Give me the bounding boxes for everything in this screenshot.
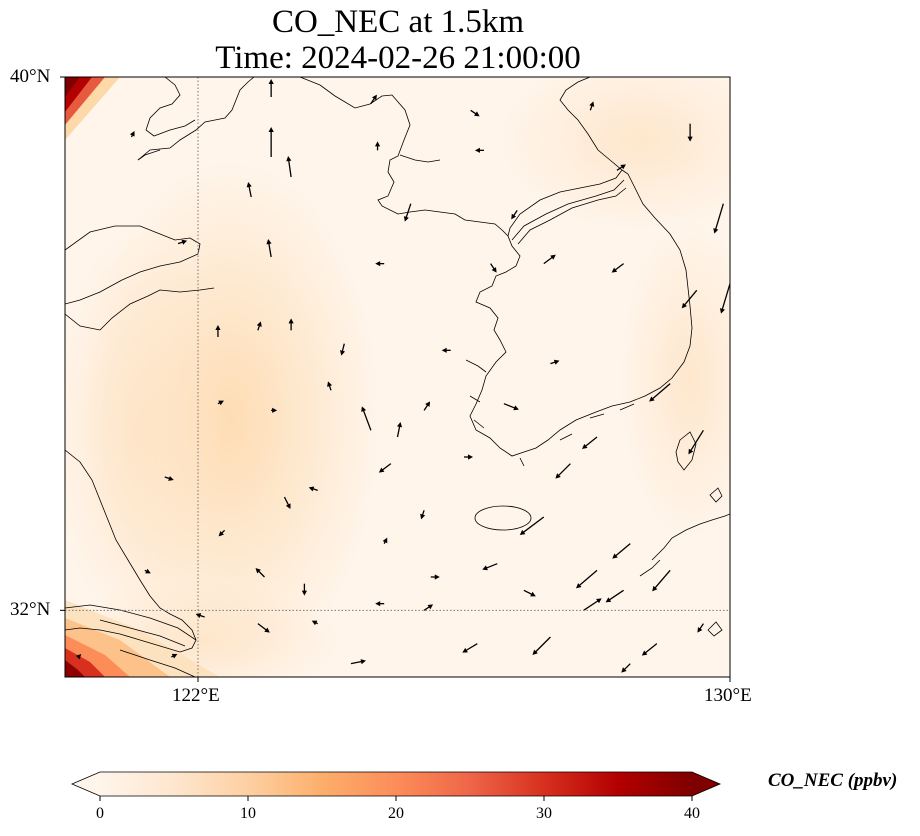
wind-arrow: [611, 263, 624, 273]
wind-arrow: [490, 263, 497, 273]
wind-arrow: [441, 347, 451, 353]
coastlines: [65, 77, 730, 677]
colorbar-tick-label: 10: [240, 805, 256, 822]
wind-arrow: [361, 406, 372, 431]
wind-vectors: [75, 77, 730, 673]
wind-arrow: [550, 359, 560, 365]
wind-arrow: [370, 94, 377, 105]
wind-arrow: [430, 574, 440, 580]
wind-arrow: [178, 77, 180, 78]
wind-arrow: [301, 583, 307, 596]
wind-arrow: [474, 147, 484, 153]
wind-arrow: [464, 454, 473, 460]
wind-arrow: [215, 325, 221, 337]
wind-arrow: [91, 77, 93, 78]
wind-arrow: [687, 123, 693, 142]
wind-arrow: [350, 659, 366, 665]
wind-arrow: [532, 636, 551, 655]
gridlines: [65, 77, 730, 677]
wind-arrow: [255, 568, 265, 578]
wind-arrow: [268, 127, 274, 157]
wind-arrow: [462, 643, 478, 653]
colorbar-tick-label: 40: [684, 805, 700, 822]
map-time-subtitle: Time: 2024-02-26 21:00:00: [215, 40, 581, 76]
wind-arrow: [470, 109, 480, 117]
wind-arrow: [195, 613, 205, 619]
wind-arrow: [621, 663, 631, 673]
wind-arrow: [374, 141, 381, 151]
wind-arrow: [283, 496, 291, 509]
wind-arrow: [129, 131, 135, 138]
wind-arrow: [582, 436, 598, 449]
wind-arrow: [652, 569, 671, 592]
wind-arrow: [375, 261, 385, 267]
colorbar-title: CO_NEC (ppbv): [768, 770, 898, 791]
wind-arrow: [681, 289, 698, 309]
wind-arrow: [271, 407, 278, 413]
lon-tick-label: 122°E: [172, 685, 220, 706]
wind-arrow: [375, 601, 385, 607]
wind-arrow: [423, 604, 434, 611]
wind-arrow: [649, 383, 671, 402]
wind-arrow: [246, 182, 252, 198]
colorbar-under-extend: [72, 772, 100, 796]
wind-arrow: [403, 203, 412, 222]
wind-arrow: [519, 516, 545, 535]
lat-tick-label: 40°N: [10, 66, 51, 87]
wind-arrow: [256, 321, 262, 331]
wind-arrow: [144, 568, 151, 574]
wind-arrow: [523, 589, 536, 597]
wind-arrow: [641, 643, 658, 656]
wind-arrow: [616, 164, 626, 171]
wind-arrow: [164, 475, 174, 481]
wind-arrow: [511, 209, 518, 220]
wind-arrow: [327, 381, 333, 391]
wind-arrow: [266, 239, 272, 258]
wind-arrow: [218, 529, 226, 537]
wind-arrow: [583, 598, 602, 611]
wind-arrow: [719, 283, 730, 314]
colorbar-tick-label: 0: [96, 805, 104, 822]
wind-arrow: [589, 101, 595, 111]
colorbar-over-extend: [692, 772, 720, 796]
wind-arrow: [308, 486, 318, 492]
wind-arrow: [605, 589, 624, 603]
wind-arrow: [555, 463, 571, 479]
wind-arrow: [576, 569, 598, 589]
wind-arrow: [268, 79, 274, 97]
wind-arrow: [543, 254, 556, 265]
wind-arrow: [286, 156, 292, 178]
wind-arrow: [311, 620, 318, 626]
map-frame: [64, 76, 731, 678]
wind-arrow: [612, 543, 631, 559]
wind-arrow: [339, 343, 346, 356]
colorbar-tick-label: 20: [388, 805, 404, 822]
wind-arrow: [177, 239, 188, 245]
wind-arrow: [75, 654, 82, 660]
wind-arrow: [420, 510, 426, 520]
wind-arrow: [382, 537, 388, 544]
wind-arrow: [503, 403, 519, 411]
wind-arrow: [257, 623, 270, 633]
wind-arrow: [396, 422, 403, 438]
co-concentration-field: [65, 77, 730, 677]
wind-arrow: [482, 563, 498, 571]
wind-arrow: [688, 429, 704, 455]
wind-arrow: [423, 401, 431, 411]
lat-tick-label: 32°N: [10, 599, 51, 621]
colorbar-tick-label: 30: [536, 805, 552, 822]
colorbar-bar: [100, 772, 692, 796]
wind-arrow: [288, 318, 294, 331]
wind-arrow: [378, 463, 392, 473]
lon-tick-label: 130°E: [704, 685, 752, 706]
axis-ticks: [60, 76, 731, 682]
wind-arrow: [713, 203, 724, 234]
map-title: CO_NEC at 1.5km: [271, 4, 525, 40]
wind-arrow: [217, 400, 224, 406]
wind-arrow: [171, 653, 178, 659]
colorbar: [70, 771, 722, 801]
wind-arrow: [697, 623, 704, 633]
